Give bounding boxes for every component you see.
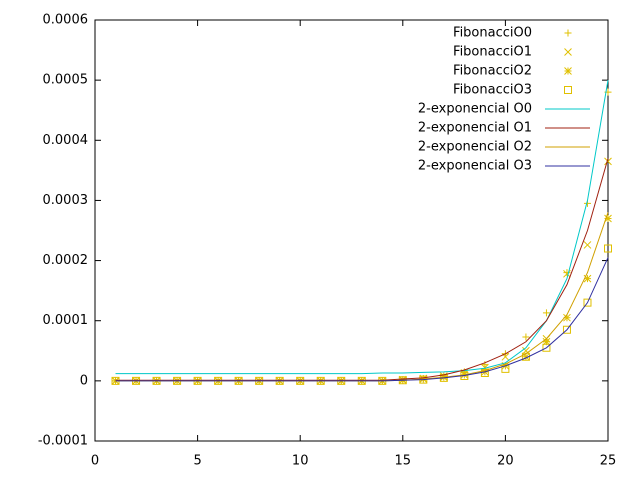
point (357, 376, 366, 385)
y-tick-label: 0.0002 (43, 253, 89, 268)
legend-label: 2-exponencial O0 (418, 102, 532, 117)
y-tick-label: 0.0004 (43, 133, 89, 148)
y-tick-label: 0.0003 (43, 193, 89, 208)
point (275, 376, 284, 385)
point (604, 244, 612, 253)
point (562, 325, 571, 334)
point (542, 343, 551, 352)
x-tick-label: 0 (91, 454, 99, 469)
point (132, 376, 141, 385)
x-tick-label: 25 (600, 454, 617, 469)
legend-label: FibonacciO3 (453, 83, 532, 98)
point (337, 376, 346, 385)
point (522, 333, 530, 341)
point (604, 157, 612, 166)
legend-label: FibonacciO0 (453, 26, 532, 41)
point (564, 29, 572, 37)
x-tick-label: 5 (193, 454, 201, 469)
point (480, 369, 489, 378)
legend-label: FibonacciO2 (453, 64, 532, 79)
point (563, 269, 571, 277)
legend-label: 2-exponencial O2 (418, 140, 532, 155)
point (214, 376, 223, 385)
point (564, 67, 572, 75)
point (316, 376, 325, 385)
point (398, 376, 407, 385)
legend-label: FibonacciO1 (453, 45, 532, 60)
point (296, 376, 305, 385)
fit-line (115, 158, 609, 381)
point (563, 313, 571, 322)
point (234, 376, 243, 385)
legend-label: 2-exponencial O3 (418, 159, 532, 174)
x-tick-label: 15 (395, 454, 412, 469)
point (255, 376, 264, 385)
point (193, 376, 202, 385)
point (378, 376, 387, 385)
point (460, 372, 469, 381)
y-tick-label: 0.0001 (43, 313, 89, 328)
point (419, 375, 428, 384)
point (111, 376, 120, 385)
point (152, 376, 161, 385)
point (604, 214, 612, 223)
y-tick-label: 0.0006 (43, 13, 89, 28)
x-tick-label: 10 (292, 454, 309, 469)
point (542, 337, 551, 346)
point (564, 86, 572, 94)
point (564, 48, 572, 56)
point (583, 241, 592, 249)
fit-line (115, 257, 609, 382)
point (522, 352, 530, 361)
y-tick-label: 0.0005 (43, 73, 89, 88)
plot-border (94, 19, 609, 442)
y-tick-label: -0.0001 (38, 434, 88, 449)
legend-label: 2-exponencial O1 (418, 121, 532, 136)
point (583, 274, 592, 283)
fit-line (115, 80, 609, 375)
point (542, 309, 550, 317)
x-tick-label: 20 (497, 454, 514, 469)
y-tick-label: 0 (80, 373, 88, 388)
point (173, 376, 182, 385)
